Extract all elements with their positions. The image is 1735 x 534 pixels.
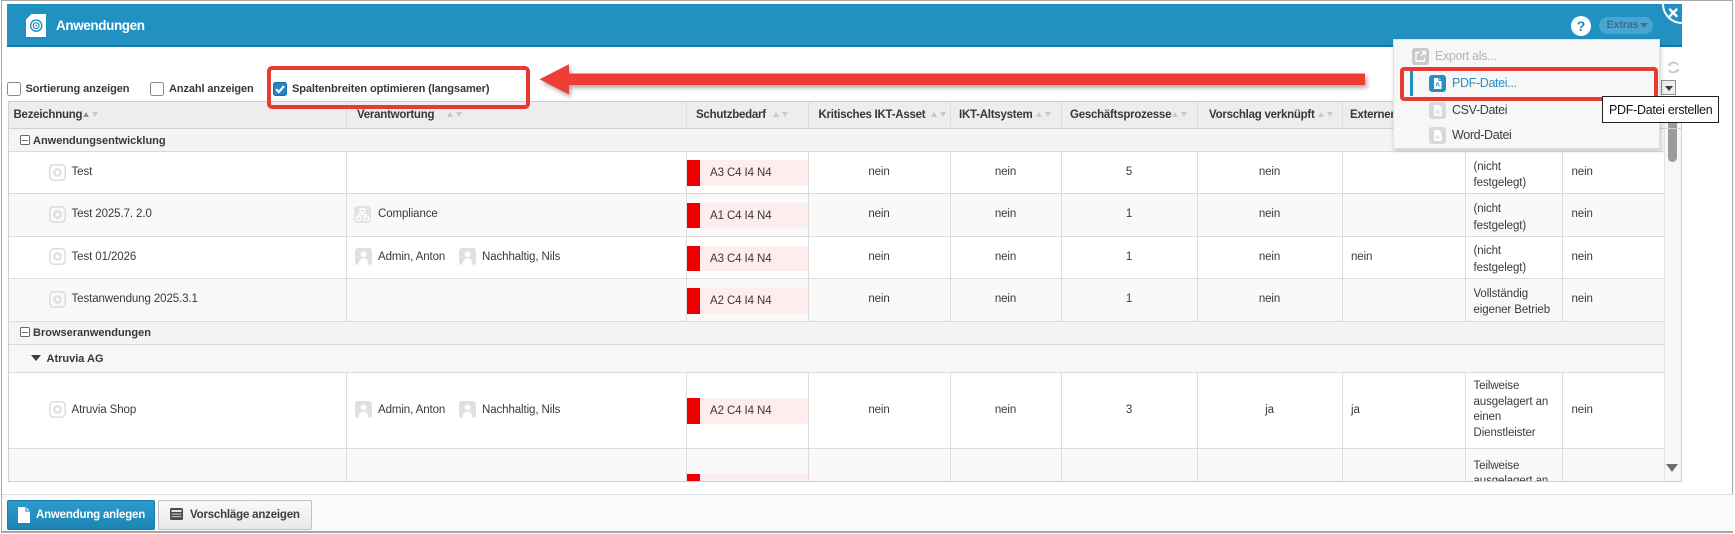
svg-text:w: w	[1434, 135, 1440, 141]
svg-text:A: A	[1435, 82, 1440, 89]
